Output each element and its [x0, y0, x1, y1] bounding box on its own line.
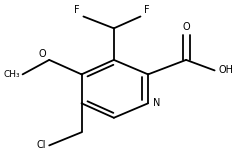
- Text: O: O: [182, 22, 190, 32]
- Text: F: F: [144, 5, 150, 15]
- Text: O: O: [39, 49, 46, 59]
- Text: N: N: [153, 98, 160, 108]
- Text: CH₃: CH₃: [3, 70, 20, 79]
- Text: F: F: [74, 5, 80, 15]
- Text: OH: OH: [218, 65, 233, 75]
- Text: Cl: Cl: [36, 140, 46, 150]
